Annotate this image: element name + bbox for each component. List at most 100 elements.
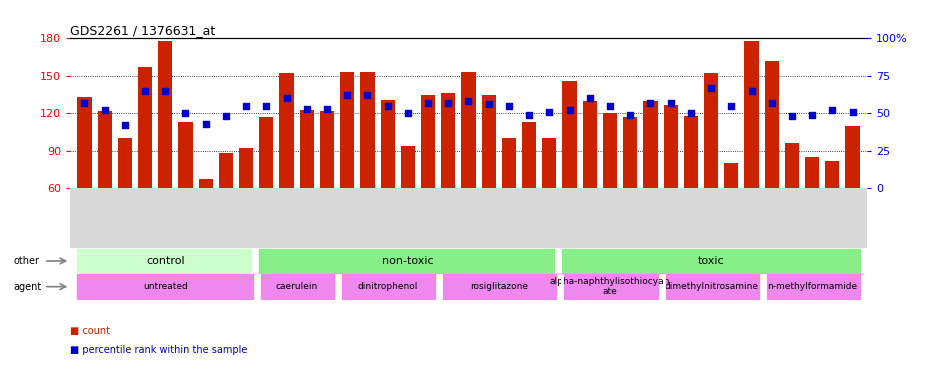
Bar [804,157,818,188]
Bar [319,111,334,188]
Point [521,112,536,118]
Bar [198,179,212,188]
Point [138,88,153,94]
Text: non-toxic: non-toxic [382,256,433,266]
Point [723,103,738,109]
Text: ■ percentile rank within the sample: ■ percentile rank within the sample [70,345,247,355]
Bar [219,153,233,188]
Point [481,101,496,108]
Bar [259,274,334,299]
Point [97,107,112,113]
Bar [78,249,253,273]
Point [743,88,758,94]
Bar [380,99,394,188]
Bar [78,97,92,188]
Bar [844,126,858,188]
Point [682,110,697,116]
Bar [340,72,354,188]
Bar [259,117,273,188]
Point [380,103,395,109]
Point [581,95,596,101]
Bar [239,148,253,188]
Point [299,106,314,112]
Bar [764,274,858,299]
Point [501,103,516,109]
Point [239,103,254,109]
Point [157,88,172,94]
Bar [743,41,758,188]
Bar [764,61,778,188]
Text: control: control [146,256,184,266]
Point [178,110,193,116]
Bar [562,81,576,188]
Point [804,112,819,118]
Bar [360,72,374,188]
Text: GDS2261 / 1376631_at: GDS2261 / 1376631_at [70,24,215,37]
Text: dinitrophenol: dinitrophenol [357,282,417,291]
Bar [643,101,657,188]
Bar [97,111,111,188]
Text: n-methylformamide: n-methylformamide [767,282,856,291]
Text: alpha-naphthylisothiocyan
ate: alpha-naphthylisothiocyan ate [549,277,669,296]
Point [764,100,779,106]
Bar [663,104,677,188]
Bar [481,94,495,188]
Point [783,113,798,119]
Bar [340,274,434,299]
Bar [562,249,858,273]
Bar [441,274,556,299]
Point [359,92,374,98]
Text: untreated: untreated [143,282,187,291]
Bar [622,117,636,188]
Point [562,107,577,113]
Point [461,98,475,104]
Point [420,100,435,106]
Bar [300,109,314,188]
Text: caerulein: caerulein [275,282,317,291]
Bar [461,72,475,188]
Point [218,113,233,119]
Point [77,100,92,106]
Bar [542,138,556,188]
Bar [279,73,293,188]
Text: agent: agent [14,282,42,292]
Text: rosiglitazone: rosiglitazone [469,282,527,291]
Text: dimethylnitrosamine: dimethylnitrosamine [664,282,757,291]
Point [117,122,132,128]
Text: ■ count: ■ count [70,326,110,336]
Point [824,107,839,113]
Bar [502,138,516,188]
Point [642,100,657,106]
Point [703,85,718,91]
Bar [118,138,132,188]
Bar [582,101,596,188]
Bar [158,41,172,188]
Point [279,95,294,101]
Bar [784,143,798,188]
Point [440,100,455,106]
Bar [521,122,535,188]
Point [541,109,556,115]
Bar [703,73,717,188]
Bar [663,274,758,299]
Text: other: other [14,256,39,266]
Bar [562,274,657,299]
Bar [259,249,556,273]
Bar [683,116,697,188]
Point [663,100,678,106]
Bar [441,93,455,188]
Point [400,110,415,116]
Bar [401,146,415,188]
Bar [825,161,839,188]
Bar [78,274,253,299]
Bar [602,113,617,188]
Point [844,109,859,115]
Point [198,121,213,127]
Point [622,112,637,118]
Point [319,106,334,112]
Point [258,103,273,109]
Bar [178,122,193,188]
Text: toxic: toxic [697,256,724,266]
Bar [138,67,152,188]
Bar [420,94,434,188]
